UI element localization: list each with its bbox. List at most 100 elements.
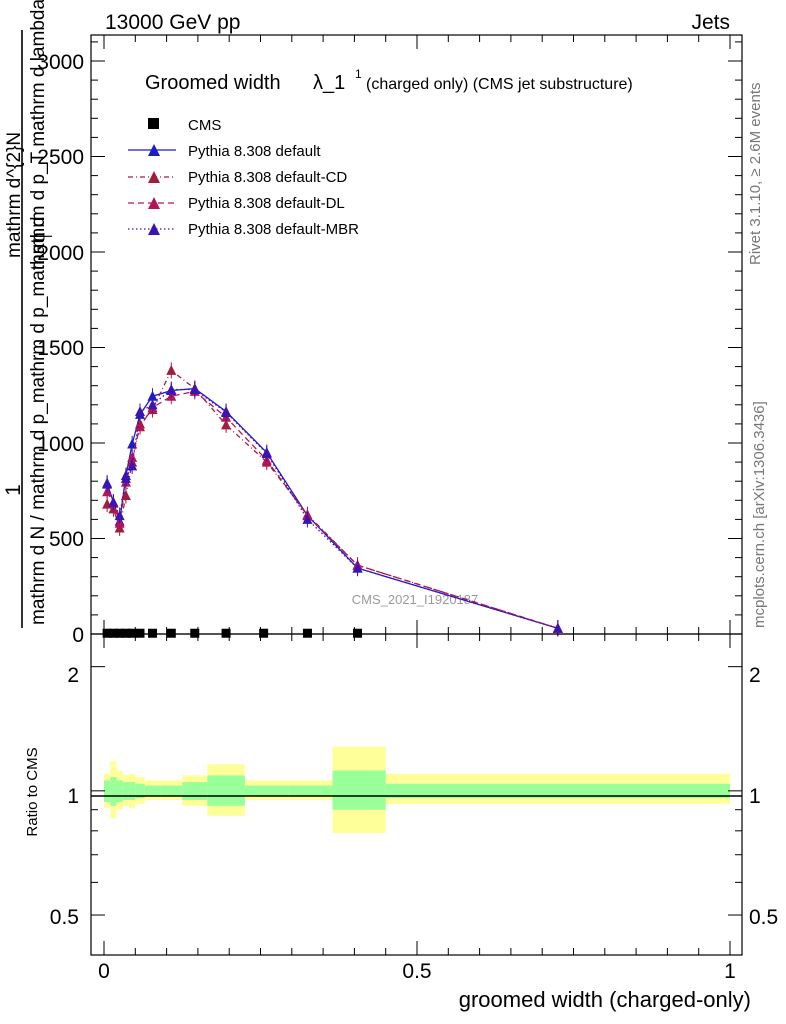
point-default-6 (147, 390, 158, 401)
series-line-cd (106, 369, 558, 629)
series-line-dl (106, 390, 558, 629)
cms-point-11 (302, 628, 312, 638)
point-mbr-7 (166, 384, 177, 395)
rtick-2-right: 2 (749, 664, 761, 687)
xtick-1: 1 (724, 960, 736, 983)
ytick-2000: 2000 (37, 242, 84, 265)
xtick-0: 0 (98, 960, 110, 983)
cms-point-9 (221, 628, 231, 638)
ytick-1000: 1000 (37, 433, 84, 456)
mcplots-label: mcplots.cern.ch [arXiv:1306.3436] (751, 401, 768, 628)
point-cd-7 (166, 364, 177, 375)
y-frac-right-num: mathrm d^{2}N (4, 132, 25, 258)
legend-label-dl: Pythia 8.308 default-DL (188, 195, 345, 212)
ratio-band-inner-1 (110, 777, 117, 806)
ratio-band-inner-4 (129, 782, 136, 801)
rtick-0.5-right: 0.5 (749, 906, 778, 929)
cms-point-1 (108, 628, 118, 638)
y-frac-left-den: mathrm d N / mathrm d p_mathrm d p_mathr… (28, 216, 49, 625)
ratio-band-inner-6 (144, 785, 161, 797)
rivet-label: Rivet 3.1.10, ≥ 2.6M events (747, 83, 764, 266)
header-collision: 13000 GeV pp (105, 11, 240, 34)
title-lambda: λ_1 (313, 72, 345, 94)
axis-ticks (91, 35, 742, 955)
ratio-band-inner-12 (332, 770, 386, 810)
ratio-band-inner-3 (122, 782, 130, 801)
point-mbr-2 (114, 510, 125, 521)
x-tick-labels: 0 0.5 1 (98, 960, 736, 983)
series-line-mbr (106, 388, 558, 629)
y-frac-left-num: 1 (2, 484, 25, 496)
cms-point-3 (121, 628, 131, 638)
point-mbr-3 (120, 472, 131, 483)
plot-title: Groomed width λ_1 1 (charged only) (CMS … (145, 67, 633, 94)
cms-point-8 (190, 628, 200, 638)
point-dl-4 (127, 451, 138, 462)
ytick-2500: 2500 (37, 146, 84, 169)
cms-points (102, 628, 363, 638)
cms-point-0 (102, 628, 112, 638)
watermark: CMS_2021_I1920187 (352, 592, 479, 607)
point-cd-3 (120, 490, 131, 501)
cms-point-2 (115, 628, 125, 638)
point-mbr-10 (261, 448, 272, 459)
ratio-band-inner-9 (207, 775, 245, 806)
y-frac-mid-glyph: T (41, 232, 55, 240)
point-mbr-12 (352, 562, 363, 573)
legend-label-default: Pythia 8.308 default (188, 143, 321, 160)
ratio-band-inner-11 (288, 785, 333, 797)
legend-marker-dl (148, 197, 160, 209)
y-axis-upper-label: 1 mathrm d N / mathrm d p_mathrm d p_mat… (2, 0, 55, 628)
ratio-band-inner-5 (135, 783, 145, 799)
ratio-band-inner-8 (182, 782, 208, 801)
title-superscript: 1 (355, 67, 362, 81)
title-prefix: Groomed width (145, 72, 281, 94)
x-axis-label: groomed width (charged-only) (459, 987, 751, 1012)
ratio-bands (104, 746, 730, 834)
cms-point-6 (148, 628, 158, 638)
ratio-band-inner-7 (160, 785, 183, 797)
header-process: Jets (691, 11, 730, 34)
point-mbr-8 (189, 384, 200, 395)
point-mbr-13 (552, 622, 563, 633)
point-mbr-6 (147, 399, 158, 410)
cms-point-10 (259, 628, 269, 638)
ytick-0: 0 (72, 624, 84, 647)
y-axis-lower-label: Ratio to CMS (24, 747, 41, 836)
series-line-default (106, 387, 558, 629)
cms-point-7 (166, 628, 176, 638)
rtick-1-left: 1 (67, 785, 79, 808)
point-mbr-5 (134, 405, 145, 416)
point-mbr-11 (302, 513, 313, 524)
legend-label-cd: Pythia 8.308 default-CD (188, 169, 347, 186)
ratio-band-inner-13 (385, 783, 730, 799)
ratio-band-inner-0 (104, 780, 111, 802)
point-mbr-1 (108, 496, 119, 507)
series-layer (102, 362, 563, 637)
rtick-1-right: 1 (749, 785, 761, 808)
legend-marker-mbr (148, 223, 160, 235)
lower-y-tick-labels: 0.5 1 2 0.5 1 2 (50, 664, 778, 929)
upper-y-tick-labels: 0 500 1000 1500 2000 2500 3000 (37, 51, 84, 647)
ytick-1500: 1500 (37, 337, 84, 360)
ratio-band-inner-10 (244, 785, 289, 797)
ratio-band-inner-2 (116, 780, 123, 802)
point-mbr-4 (127, 460, 138, 471)
legend-label-cms: CMS (188, 117, 221, 134)
xtick-0.5: 0.5 (402, 960, 431, 983)
point-dl-5 (134, 421, 145, 432)
cms-point-5 (135, 628, 145, 638)
legend-marker-cms (148, 118, 159, 129)
ytick-3000: 3000 (37, 51, 84, 74)
rtick-0.5-left: 0.5 (50, 906, 79, 929)
cms-point-4 (127, 628, 137, 638)
legend-marker-cd (148, 171, 160, 183)
point-mbr-9 (221, 406, 232, 417)
legend-label-mbr: Pythia 8.308 default-MBR (188, 221, 359, 238)
legend-marker-default (148, 144, 160, 156)
title-suffix: (charged only) (CMS jet substructure) (366, 76, 633, 93)
legend: CMS Pythia 8.308 default Pythia 8.308 de… (128, 117, 359, 238)
point-mbr-0 (102, 478, 113, 489)
cms-point-12 (353, 628, 363, 638)
